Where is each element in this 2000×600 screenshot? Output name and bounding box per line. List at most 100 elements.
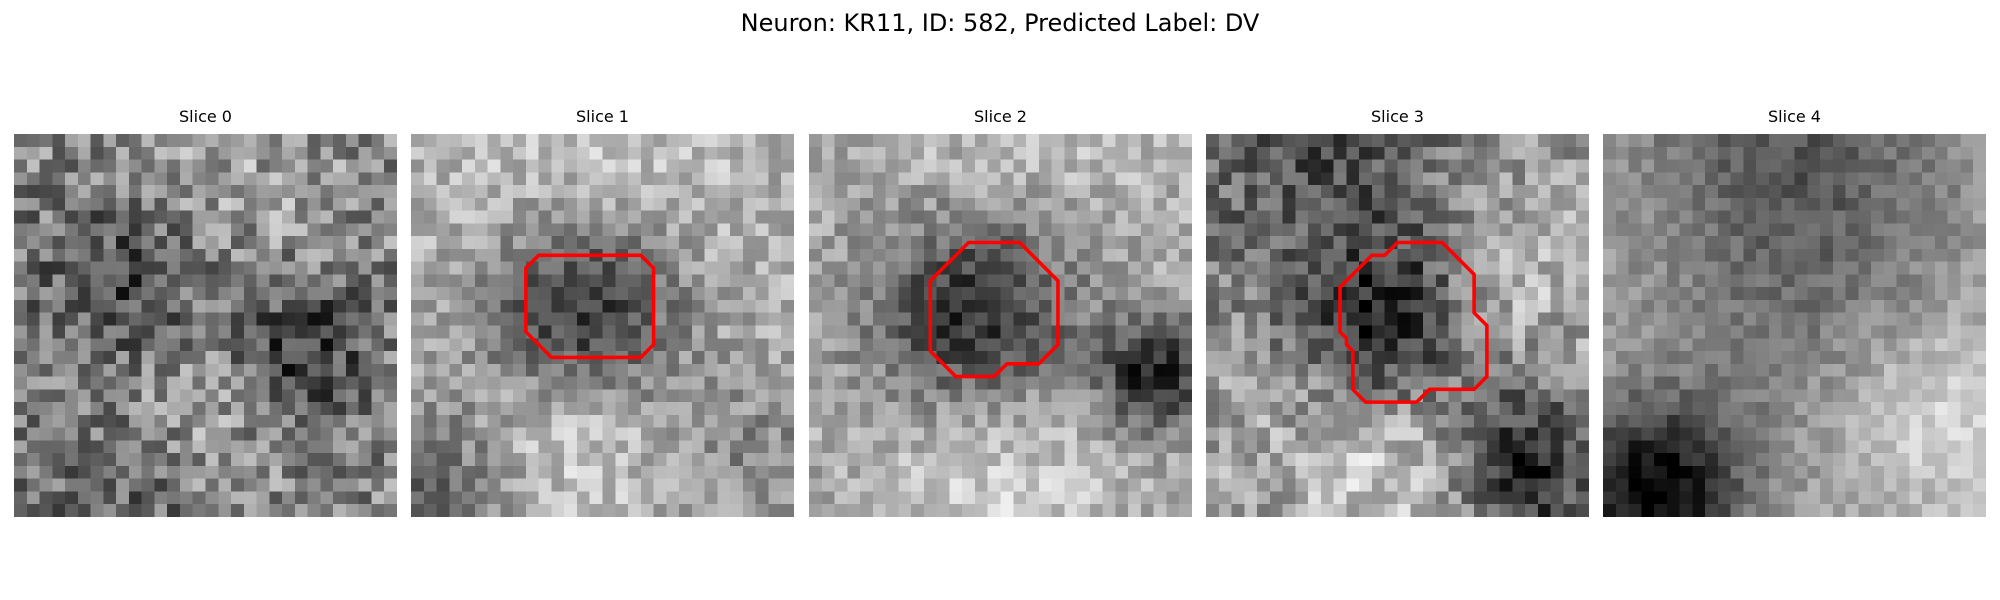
pixel: [538, 185, 552, 199]
pixel: [1576, 338, 1589, 352]
pixel: [704, 325, 718, 339]
pixel: [307, 427, 321, 441]
pixel: [974, 287, 988, 301]
pixel: [1641, 159, 1655, 173]
pixel: [1794, 274, 1808, 288]
pixel: [1320, 210, 1334, 224]
pixel: [1641, 338, 1655, 352]
pixel: [1308, 312, 1322, 326]
pixel: [1282, 146, 1296, 160]
slice-panel-3: Slice 3: [1206, 106, 1589, 517]
pixel: [14, 465, 28, 479]
pixel: [717, 338, 731, 352]
pixel: [1576, 325, 1589, 339]
pixel: [1768, 389, 1782, 403]
pixel: [65, 465, 79, 479]
pixel: [1922, 134, 1936, 148]
pixel: [179, 159, 193, 173]
pixel: [1512, 402, 1526, 416]
pixel: [1615, 236, 1629, 250]
pixel: [781, 210, 794, 224]
pixel: [898, 248, 912, 262]
pixel: [1153, 491, 1167, 505]
pixel: [1743, 236, 1757, 250]
pixel: [1628, 172, 1642, 186]
pixel: [65, 312, 79, 326]
pixel: [564, 338, 578, 352]
pixel: [628, 159, 642, 173]
pixel: [704, 248, 718, 262]
pixel: [52, 376, 66, 390]
pixel: [1743, 453, 1757, 467]
pixel: [1026, 491, 1040, 505]
pixel: [691, 414, 705, 428]
pixel: [1692, 134, 1706, 148]
pixel: [1512, 453, 1526, 467]
pixel: [1730, 248, 1744, 262]
pixel: [256, 185, 270, 199]
pixel: [1883, 414, 1897, 428]
pixel: [551, 159, 565, 173]
pixel: [1077, 248, 1091, 262]
pixel: [1397, 402, 1411, 416]
pixel: [1641, 414, 1655, 428]
pixel: [1257, 210, 1271, 224]
pixel: [1973, 427, 1986, 441]
pixel: [154, 261, 168, 275]
pixel: [1320, 363, 1334, 377]
pixel: [1537, 261, 1551, 275]
pixel: [576, 338, 590, 352]
pixel: [809, 197, 823, 211]
pixel: [576, 465, 590, 479]
pixel: [1179, 491, 1192, 505]
pixel: [282, 185, 296, 199]
pixel: [1333, 402, 1347, 416]
pixel: [564, 402, 578, 416]
pixel: [90, 172, 104, 186]
pixel: [500, 389, 514, 403]
pixel: [974, 210, 988, 224]
pixel: [1474, 210, 1488, 224]
pixel: [1410, 274, 1424, 288]
pixel: [576, 427, 590, 441]
pixel: [809, 146, 823, 160]
pixel: [167, 351, 181, 365]
pixel: [1308, 172, 1322, 186]
pixel: [1717, 325, 1731, 339]
pixel: [1026, 236, 1040, 250]
pixel: [1397, 299, 1411, 313]
pixel: [1781, 376, 1795, 390]
pixel: [14, 491, 28, 505]
pixel: [538, 453, 552, 467]
pixel: [602, 465, 616, 479]
pixel: [205, 427, 219, 441]
pixel: [474, 197, 488, 211]
pixel: [755, 453, 769, 467]
pixel: [65, 210, 79, 224]
pixel: [179, 427, 193, 441]
pixel: [987, 197, 1001, 211]
pixel: [1909, 185, 1923, 199]
pixel: [551, 210, 565, 224]
pixel: [411, 261, 425, 275]
pixel: [1384, 504, 1398, 517]
pixel: [847, 402, 861, 416]
pixel: [691, 376, 705, 390]
pixel: [436, 504, 450, 517]
pixel: [1512, 287, 1526, 301]
pixel: [730, 414, 744, 428]
pixel: [345, 414, 359, 428]
pixel: [717, 274, 731, 288]
pixel: [1756, 363, 1770, 377]
pixel: [755, 376, 769, 390]
pixel: [1038, 236, 1052, 250]
pixel: [192, 274, 206, 288]
pixel: [1883, 465, 1897, 479]
pixel: [14, 134, 28, 148]
pixel: [167, 210, 181, 224]
pixel: [1781, 146, 1795, 160]
pixel: [1934, 414, 1948, 428]
pixel: [602, 299, 616, 313]
pixel: [77, 427, 91, 441]
pixel: [1730, 478, 1744, 492]
